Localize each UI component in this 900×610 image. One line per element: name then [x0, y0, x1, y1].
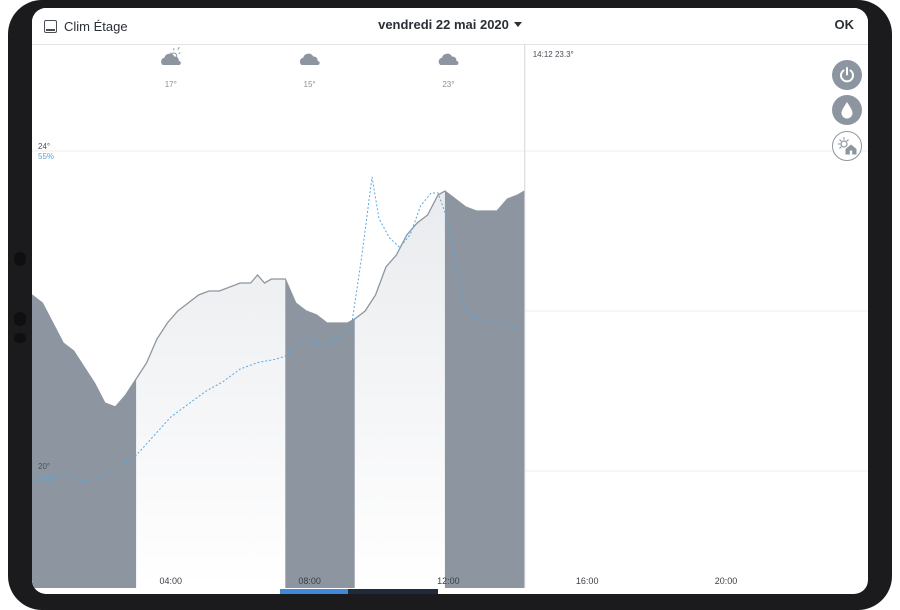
outdoor-weather-button[interactable]	[832, 131, 862, 161]
temperature-area	[32, 191, 525, 588]
forecast-temperature: 23°	[442, 80, 454, 89]
temperature-tick-label: 20°	[38, 462, 50, 471]
cloud-icon	[438, 53, 459, 65]
off-period-area	[32, 295, 137, 588]
hour-label: 20:00	[715, 576, 738, 586]
power-button[interactable]	[832, 60, 862, 90]
device-icon	[44, 19, 57, 33]
hour-label: 16:00	[576, 576, 599, 586]
forecast-temperature: 17°	[165, 80, 177, 89]
hour-label: 08:00	[298, 576, 321, 586]
device-label: Clim Étage	[64, 18, 128, 34]
bezel-button-lower	[14, 333, 26, 343]
off-period-area	[285, 279, 355, 588]
humidity-tick-label: 45%	[38, 472, 54, 481]
cursor-readout: 14:12 23.3°	[533, 50, 574, 59]
bezel-button-middle	[14, 312, 26, 326]
hour-label: 12:00	[437, 576, 460, 586]
bezel-button-upper	[14, 252, 26, 266]
ok-button[interactable]: OK	[834, 17, 855, 32]
sun-cloud-icon	[161, 46, 181, 65]
power-icon	[840, 67, 854, 83]
water-drop-icon	[841, 102, 853, 119]
hour-label: 04:00	[160, 576, 183, 586]
temperature-line	[32, 190, 526, 408]
forecast-temperature: 15°	[304, 80, 316, 89]
chevron-down-icon	[513, 22, 522, 27]
cloud-icon	[299, 53, 320, 65]
device-selector[interactable]: Clim Étage	[44, 17, 128, 35]
date-label: vendredi 22 mai 2020	[378, 17, 509, 32]
mode-strip-segment	[280, 589, 348, 594]
temperature-tick-label: 24°	[38, 142, 50, 151]
off-period-area	[444, 191, 525, 588]
humidity-tick-label: 55%	[38, 152, 54, 161]
sun-house-icon	[837, 136, 857, 155]
mode-strip-segment	[348, 589, 438, 594]
date-selector[interactable]: vendredi 22 mai 2020	[32, 17, 868, 32]
top-bar: Clim Étage vendredi 22 mai 2020 OK	[32, 8, 868, 45]
temperature-humidity-chart[interactable]: 14:12 23.3° 24° 20° 55% 45% 04:00 08:00 12:00 16…	[32, 44, 868, 594]
humidity-toggle-button[interactable]	[832, 95, 862, 125]
humidity-line	[32, 176, 525, 482]
app-screen: Clim Étage vendredi 22 mai 2020 OK 14:12…	[32, 8, 868, 594]
